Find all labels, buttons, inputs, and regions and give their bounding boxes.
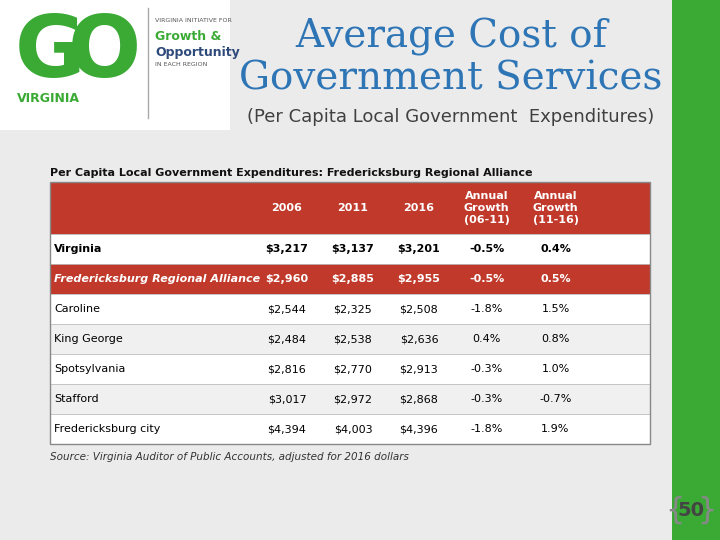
Text: -0.3%: -0.3% (470, 394, 503, 404)
Text: 1.9%: 1.9% (541, 424, 570, 434)
Text: VIRGINIA: VIRGINIA (17, 92, 79, 105)
Text: 0.4%: 0.4% (540, 244, 571, 254)
Text: $2,885: $2,885 (332, 274, 374, 284)
Text: Stafford: Stafford (54, 394, 99, 404)
Text: $2,484: $2,484 (268, 334, 307, 344)
Text: 2016: 2016 (403, 203, 434, 213)
Text: {: { (665, 496, 685, 524)
Bar (50, 182, 650, 444)
Bar (50, 294, 650, 324)
Text: Caroline: Caroline (54, 304, 100, 314)
Text: $4,394: $4,394 (268, 424, 307, 434)
Bar (50, 414, 650, 444)
Text: $2,538: $2,538 (333, 334, 372, 344)
Text: -1.8%: -1.8% (470, 304, 503, 314)
Text: 2011: 2011 (338, 203, 369, 213)
Text: 1.0%: 1.0% (541, 364, 570, 374)
Text: Annual
Growth
(11-16): Annual Growth (11-16) (533, 191, 578, 225)
Text: 2006: 2006 (271, 203, 302, 213)
Text: Growth &: Growth & (155, 30, 221, 43)
Text: $3,137: $3,137 (332, 244, 374, 254)
Text: Per Capita Local Government Expenditures: Fredericksburg Regional Alliance: Per Capita Local Government Expenditures… (50, 168, 533, 178)
Text: -0.5%: -0.5% (469, 244, 504, 254)
Text: $2,508: $2,508 (400, 304, 438, 314)
Bar (50, 264, 650, 294)
Text: $3,017: $3,017 (268, 394, 306, 404)
Text: $2,770: $2,770 (333, 364, 372, 374)
Text: $4,396: $4,396 (400, 424, 438, 434)
Text: $3,201: $3,201 (397, 244, 441, 254)
Text: O: O (68, 12, 141, 95)
Text: $2,816: $2,816 (268, 364, 307, 374)
Text: $2,544: $2,544 (268, 304, 307, 314)
Text: Spotsylvania: Spotsylvania (54, 364, 125, 374)
Bar (0, 0, 230, 130)
Text: G: G (15, 12, 86, 95)
Text: $2,972: $2,972 (333, 394, 372, 404)
Bar (50, 324, 650, 354)
Text: IN EACH REGION: IN EACH REGION (155, 62, 207, 67)
Text: Fredericksburg city: Fredericksburg city (54, 424, 161, 434)
Bar (672, 0, 720, 540)
Text: 1.5%: 1.5% (541, 304, 570, 314)
Text: King George: King George (54, 334, 122, 344)
Bar (50, 354, 650, 384)
Text: Opportunity: Opportunity (155, 46, 240, 59)
Bar (50, 234, 650, 264)
Text: 50: 50 (678, 501, 704, 519)
Text: Fredericksburg Regional Alliance: Fredericksburg Regional Alliance (54, 274, 260, 284)
Text: VIRGINIA INITIATIVE FOR: VIRGINIA INITIATIVE FOR (155, 18, 232, 23)
Text: -1.8%: -1.8% (470, 424, 503, 434)
Text: $3,217: $3,217 (266, 244, 308, 254)
Text: Government Services: Government Services (239, 60, 662, 97)
Text: 0.5%: 0.5% (540, 274, 571, 284)
Text: $2,955: $2,955 (397, 274, 441, 284)
Text: $2,636: $2,636 (400, 334, 438, 344)
Text: -0.5%: -0.5% (469, 274, 504, 284)
Text: -0.3%: -0.3% (470, 364, 503, 374)
Text: Virginia: Virginia (54, 244, 102, 254)
Text: Source: Virginia Auditor of Public Accounts, adjusted for 2016 dollars: Source: Virginia Auditor of Public Accou… (50, 452, 409, 462)
Text: $4,003: $4,003 (333, 424, 372, 434)
Text: }: } (697, 496, 716, 524)
Text: -0.7%: -0.7% (539, 394, 572, 404)
Text: $2,913: $2,913 (400, 364, 438, 374)
Text: 0.4%: 0.4% (472, 334, 500, 344)
Text: 0.8%: 0.8% (541, 334, 570, 344)
Text: $2,868: $2,868 (400, 394, 438, 404)
Text: Average Cost of: Average Cost of (295, 18, 607, 56)
Text: $2,960: $2,960 (266, 274, 309, 284)
Bar (50, 384, 650, 414)
Bar (50, 182, 650, 234)
Text: (Per Capita Local Government  Expenditures): (Per Capita Local Government Expenditure… (248, 108, 654, 126)
Text: Annual
Growth
(06-11): Annual Growth (06-11) (464, 191, 510, 225)
Text: $2,325: $2,325 (333, 304, 372, 314)
